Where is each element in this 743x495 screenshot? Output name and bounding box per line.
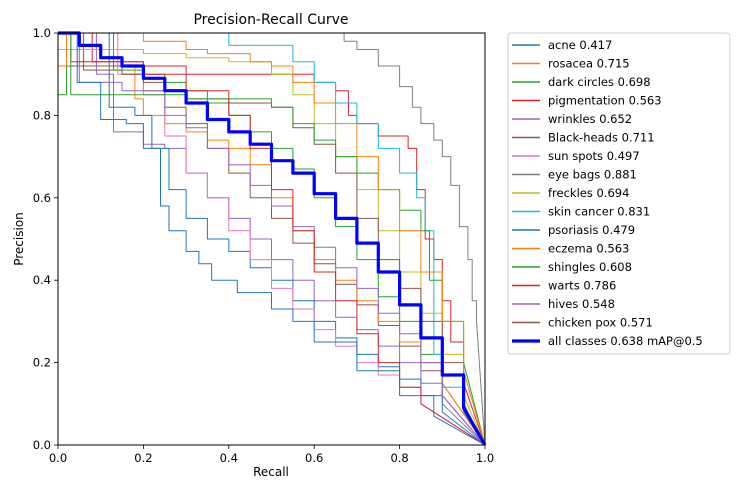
x-axis-title: Recall bbox=[253, 465, 289, 479]
legend-label: all classes 0.638 mAP@0.5 bbox=[548, 334, 703, 348]
curve-acne bbox=[58, 32, 486, 446]
legend-item: eczema 0.563 bbox=[512, 242, 629, 256]
curve-rosacea bbox=[58, 32, 486, 446]
legend-label: warts 0.786 bbox=[548, 279, 616, 293]
legend-item: rosacea 0.715 bbox=[512, 57, 630, 71]
legend-label: acne 0.417 bbox=[548, 38, 612, 52]
legend-item: eye bags 0.881 bbox=[512, 168, 637, 182]
y-axis-title: Precision bbox=[12, 212, 26, 266]
y-tick-label: 0.2 bbox=[33, 356, 51, 370]
y-tick-label: 0.6 bbox=[33, 191, 51, 205]
curve-all-classes bbox=[58, 31, 487, 446]
plot-frame bbox=[57, 32, 486, 446]
legend-item: sun spots 0.497 bbox=[512, 149, 640, 163]
legend-item: dark circles 0.698 bbox=[512, 75, 651, 89]
legend-label: Black-heads 0.711 bbox=[548, 131, 655, 145]
legend-item: Black-heads 0.711 bbox=[512, 131, 655, 145]
curve-pigmentation bbox=[58, 32, 486, 446]
x-tick-label: 0.6 bbox=[305, 451, 323, 465]
y-axis: 0.0 0.2 0.4 0.6 0.8 1.0 bbox=[33, 26, 58, 452]
legend-item: all classes 0.638 mAP@0.5 bbox=[512, 334, 703, 348]
y-tick-label: 1.0 bbox=[33, 26, 51, 40]
y-tick-label: 0.0 bbox=[33, 438, 51, 452]
legend-item: wrinkles 0.652 bbox=[512, 112, 632, 126]
legend-label: psoriasis 0.479 bbox=[548, 223, 635, 237]
legend-label: hives 0.548 bbox=[548, 297, 615, 311]
legend-item: pigmentation 0.563 bbox=[512, 94, 662, 108]
legend-label: pigmentation 0.563 bbox=[548, 94, 662, 108]
legend-label: freckles 0.694 bbox=[548, 186, 629, 200]
chart-title: Precision-Recall Curve bbox=[193, 12, 348, 28]
x-tick-label: 0.0 bbox=[49, 451, 67, 465]
curves-layer bbox=[58, 31, 487, 446]
legend-label: rosacea 0.715 bbox=[548, 57, 630, 71]
legend-frame bbox=[507, 32, 731, 355]
legend-item: hives 0.548 bbox=[512, 297, 615, 311]
y-tick-label: 0.4 bbox=[33, 273, 51, 287]
legend-item: skin cancer 0.831 bbox=[512, 205, 650, 219]
curve-skin-cancer bbox=[58, 32, 486, 446]
legend-item: chicken pox 0.571 bbox=[512, 316, 653, 330]
legend-label: wrinkles 0.652 bbox=[548, 112, 632, 126]
legend-label: skin cancer 0.831 bbox=[548, 205, 650, 219]
curve-wrinkles bbox=[58, 32, 486, 446]
x-tick-label: 1.0 bbox=[476, 451, 494, 465]
y-tick-label: 0.8 bbox=[33, 108, 51, 122]
legend-label: sun spots 0.497 bbox=[548, 149, 640, 163]
x-tick-label: 0.2 bbox=[134, 451, 152, 465]
legend: acne 0.417 rosacea 0.715 dark circles 0.69… bbox=[507, 32, 731, 355]
legend-label: chicken pox 0.571 bbox=[548, 316, 653, 330]
x-tick-label: 0.4 bbox=[220, 451, 238, 465]
legend-item: shingles 0.608 bbox=[512, 260, 632, 274]
legend-label: shingles 0.608 bbox=[548, 260, 632, 274]
curve-eye-bags bbox=[58, 32, 486, 446]
x-tick-label: 0.8 bbox=[390, 451, 408, 465]
legend-label: eczema 0.563 bbox=[548, 242, 629, 256]
legend-label: dark circles 0.698 bbox=[548, 75, 651, 89]
x-axis: 0.0 0.2 0.4 0.6 0.8 1.0 bbox=[49, 445, 494, 465]
legend-item: psoriasis 0.479 bbox=[512, 223, 635, 237]
legend-item: freckles 0.694 bbox=[512, 186, 629, 200]
legend-item: warts 0.786 bbox=[512, 279, 616, 293]
legend-item: acne 0.417 bbox=[512, 38, 612, 52]
legend-label: eye bags 0.881 bbox=[548, 168, 637, 182]
